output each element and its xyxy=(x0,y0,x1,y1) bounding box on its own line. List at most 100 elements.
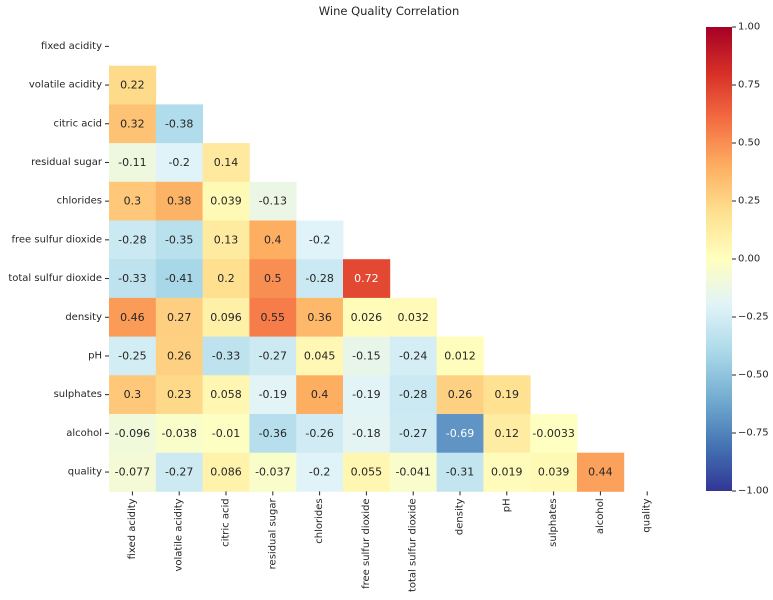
heatmap-cell xyxy=(155,297,203,337)
heatmap-cell xyxy=(109,104,157,144)
cell-value-label: -0.0033 xyxy=(532,427,574,440)
cell-value-label: 0.36 xyxy=(307,311,332,324)
cell-value-label: 0.27 xyxy=(167,311,192,324)
cell-value-label: -0.11 xyxy=(118,156,146,169)
cell-value-label: 0.012 xyxy=(444,349,476,362)
cell-value-label: -0.69 xyxy=(446,427,474,440)
cell-value-label: -0.35 xyxy=(165,233,193,246)
y-tick-label-alcohol: alcohol xyxy=(66,428,102,439)
heatmap-cell xyxy=(249,375,297,415)
cell-value-label: 0.32 xyxy=(120,117,145,130)
heatmap-cell xyxy=(202,452,250,492)
colorbar-tick-label: 1.00 xyxy=(738,22,760,33)
cell-value-label: -0.15 xyxy=(352,349,380,362)
x-tick-label-residual-sugar: residual sugar xyxy=(267,498,278,570)
heatmap-cell xyxy=(109,65,157,105)
heatmap-cell xyxy=(109,143,157,183)
heatmap-cell xyxy=(296,375,344,415)
cell-value-label: -0.041 xyxy=(395,466,430,479)
heatmap-cell xyxy=(249,220,297,260)
chart-title: Wine Quality Correlation xyxy=(319,4,460,18)
y-tick-label-chlorides: chlorides xyxy=(57,196,102,207)
heatmap-cell xyxy=(109,297,157,337)
heatmap-cell xyxy=(202,181,250,221)
cell-value-label: -0.18 xyxy=(352,427,380,440)
cell-value-label: 0.19 xyxy=(495,388,520,401)
heatmap-cell xyxy=(155,181,203,221)
y-tick-label-density: density xyxy=(65,312,102,323)
cell-value-label: -0.037 xyxy=(255,466,290,479)
y-tick-label-citric-acid: citric acid xyxy=(53,118,102,129)
cell-value-label: -0.01 xyxy=(212,427,240,440)
heatmap-cell xyxy=(577,452,625,492)
cell-value-label: -0.096 xyxy=(115,427,150,440)
cell-value-label: -0.13 xyxy=(259,195,287,208)
cell-value-label: -0.26 xyxy=(305,427,333,440)
heatmap-cell xyxy=(249,336,297,376)
heatmap-cell xyxy=(296,414,344,454)
heatmap-cell xyxy=(155,414,203,454)
heatmap-cell xyxy=(296,259,344,299)
cell-value-label: 0.26 xyxy=(167,349,192,362)
cell-value-label: -0.2 xyxy=(168,156,189,169)
cell-value-label: -0.077 xyxy=(115,466,150,479)
heatmap-cell xyxy=(343,375,391,415)
x-tick-label-density: density xyxy=(455,498,466,535)
cell-value-label: 0.3 xyxy=(124,388,142,401)
colorbar-tick-label: −0.25 xyxy=(738,312,769,323)
heatmap-cell xyxy=(202,375,250,415)
heatmap-cell xyxy=(202,297,250,337)
heatmap-cell xyxy=(296,452,344,492)
heatmap-cell xyxy=(155,220,203,260)
cell-value-label: 0.058 xyxy=(210,388,242,401)
cell-value-label: -0.33 xyxy=(212,349,240,362)
cell-value-label: -0.33 xyxy=(118,272,146,285)
cell-value-label: 0.019 xyxy=(491,466,523,479)
x-tick-label-sulphates: sulphates xyxy=(548,498,559,546)
cell-value-label: -0.25 xyxy=(118,349,146,362)
y-tick-label-total-sulfur-dioxide: total sulfur dioxide xyxy=(8,273,102,284)
colorbar-tick-label: 0.75 xyxy=(738,80,760,91)
colorbar-gradient xyxy=(706,27,732,491)
heatmap-cell xyxy=(530,414,578,454)
heatmap-cell xyxy=(343,336,391,376)
heatmap-cell xyxy=(296,336,344,376)
heatmap-cell xyxy=(343,452,391,492)
cell-value-label: 0.039 xyxy=(538,466,570,479)
heatmap-cell xyxy=(155,259,203,299)
y-tick-label-sulphates: sulphates xyxy=(54,389,102,400)
heatmap-cell xyxy=(436,375,484,415)
cell-value-label: 0.12 xyxy=(495,427,520,440)
heatmap-cell xyxy=(483,414,531,454)
y-axis-tick-labels: fixed acidity volatile acidity citric acid… xyxy=(8,41,109,478)
heatmap-cell xyxy=(109,452,157,492)
colorbar-tick-label: −0.75 xyxy=(738,428,769,439)
heatmap-cell xyxy=(155,104,203,144)
cell-value-label: -0.38 xyxy=(165,117,193,130)
colorbar-tick-label: 0.50 xyxy=(738,138,760,149)
cell-value-label: 0.086 xyxy=(210,466,242,479)
x-axis-tick-labels: fixed acidity volatile acidity citric acid… xyxy=(127,491,653,592)
heatmap-cell xyxy=(296,220,344,260)
cell-value-label: -0.27 xyxy=(399,427,427,440)
heatmap-cell xyxy=(389,375,437,415)
heatmap-cell xyxy=(202,414,250,454)
y-tick-label-residual-sugar: residual sugar xyxy=(31,157,103,168)
cell-value-label: 0.039 xyxy=(210,195,242,208)
heatmap-cell xyxy=(436,336,484,376)
x-tick-label-alcohol: alcohol xyxy=(595,498,606,534)
heatmap-cell xyxy=(530,452,578,492)
y-tick-label-volatile-acidity: volatile acidity xyxy=(29,80,102,91)
x-tick-label-citric-acid: citric acid xyxy=(221,498,232,547)
cell-value-label: -0.28 xyxy=(305,272,333,285)
heatmap-cell xyxy=(483,452,531,492)
cell-value-label: 0.14 xyxy=(214,156,239,169)
cell-value-label: 0.13 xyxy=(214,233,239,246)
cell-value-label: 0.2 xyxy=(217,272,235,285)
colorbar-tick-label: 0.25 xyxy=(738,196,760,207)
cell-value-label: -0.2 xyxy=(309,466,330,479)
colorbar-tick-label: 0.00 xyxy=(738,254,760,265)
heatmap-cell xyxy=(155,452,203,492)
cell-value-label: -0.41 xyxy=(165,272,193,285)
cell-value-label: -0.28 xyxy=(399,388,427,401)
